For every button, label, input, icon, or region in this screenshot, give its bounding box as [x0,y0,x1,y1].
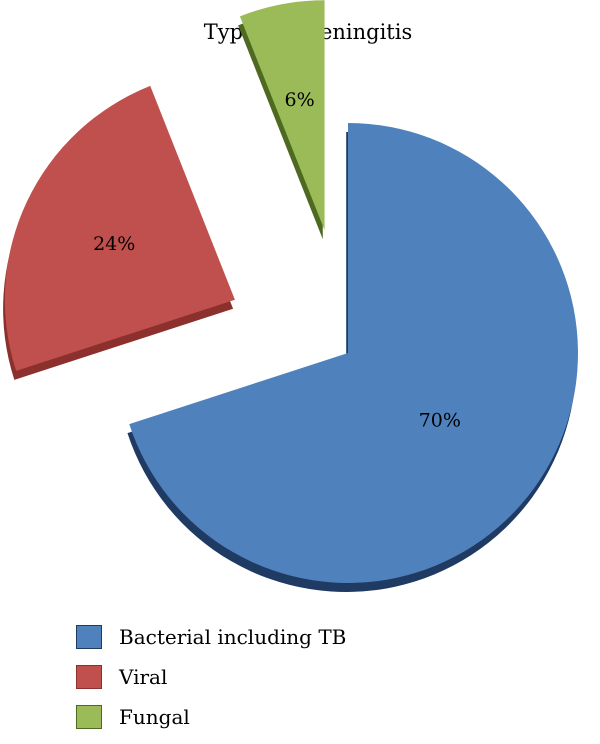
pie-slices [3,0,578,592]
pie-slice-fungal [239,0,325,231]
pie-slice-viral [4,85,235,371]
legend-swatch-viral [76,665,102,689]
legend-swatch-fungal [76,705,102,729]
legend-item-viral: Viral [76,657,346,697]
slice-label-fungal: 6% [285,89,315,111]
legend-swatch-bacterial [76,625,102,649]
legend-label-fungal: Fungal [119,705,190,729]
slice-label-bacterial: 70% [419,410,461,432]
pie-chart: 70% 24% 6% [3,0,578,592]
legend-item-fungal: Fungal [76,697,346,737]
pie-labels: 70% 24% 6% [93,89,461,432]
legend-item-bacterial: Bacterial including TB [76,617,346,657]
pie-slice-bacterial [129,123,578,583]
legend-label-viral: Viral [119,665,168,689]
legend-label-bacterial: Bacterial including TB [119,625,347,649]
slice-label-viral: 24% [93,233,135,255]
legend: Bacterial including TB Viral Fungal [76,617,346,737]
